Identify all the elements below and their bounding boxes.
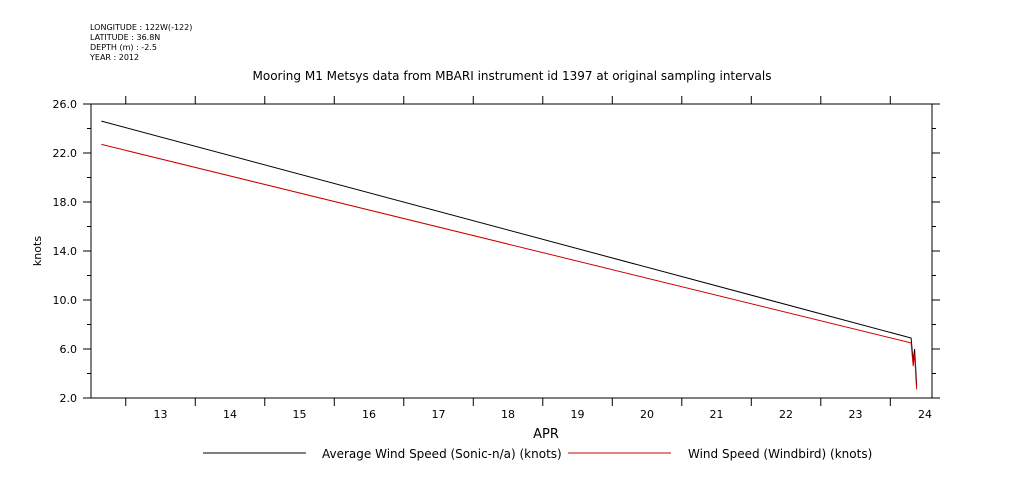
longitude-label: LONGITUDE : 122W(-122) xyxy=(90,23,192,32)
chart-title: Mooring M1 Metsys data from MBARI instru… xyxy=(253,69,772,83)
x-tick-label: 13 xyxy=(154,408,168,421)
x-tick-label: 17 xyxy=(432,408,446,421)
x-tick-label: 24 xyxy=(918,408,932,421)
legend-label-average: Average Wind Speed (Sonic-n/a) (knots) xyxy=(322,447,562,461)
x-tick-label: 16 xyxy=(362,408,376,421)
legend: Average Wind Speed (Sonic-n/a) (knots) W… xyxy=(203,447,872,461)
y-tick-label: 2.0 xyxy=(60,392,78,405)
y-tick-label: 10.0 xyxy=(53,294,78,307)
x-tick-label: 14 xyxy=(223,408,237,421)
x-axis-label: APR xyxy=(533,427,559,442)
y-tick-label: 6.0 xyxy=(60,343,78,356)
x-tick-label: 15 xyxy=(293,408,307,421)
depth-label: DEPTH (m) : -2.5 xyxy=(90,43,157,52)
y-axis-label: knots xyxy=(31,236,44,266)
series-layer xyxy=(101,120,918,390)
x-tick-label: 19 xyxy=(571,408,585,421)
plot-frame xyxy=(90,103,933,399)
latitude-label: LATITUDE : 36.8N xyxy=(90,33,160,42)
plot-axes: 2.0 6.0 10.0 14.0 18.0 22.0 26.0 13 14 15 16 17 18 19… xyxy=(53,96,940,421)
x-tick-label: 21 xyxy=(710,408,724,421)
series-line-0 xyxy=(101,120,918,386)
y-tick-label: 14.0 xyxy=(53,245,78,258)
legend-label-windbird: Wind Speed (Windbird) (knots) xyxy=(688,447,872,461)
y-tick-label: 18.0 xyxy=(53,196,78,209)
y-tick-label: 26.0 xyxy=(53,98,78,111)
x-tick-label: 20 xyxy=(640,408,654,421)
y-tick-label: 22.0 xyxy=(53,147,78,160)
year-label: YEAR : 2012 xyxy=(89,53,139,62)
x-tick-label: 23 xyxy=(849,408,863,421)
x-tick-label: 22 xyxy=(779,408,793,421)
series-line-1 xyxy=(101,143,918,390)
x-tick-label: 18 xyxy=(501,408,515,421)
